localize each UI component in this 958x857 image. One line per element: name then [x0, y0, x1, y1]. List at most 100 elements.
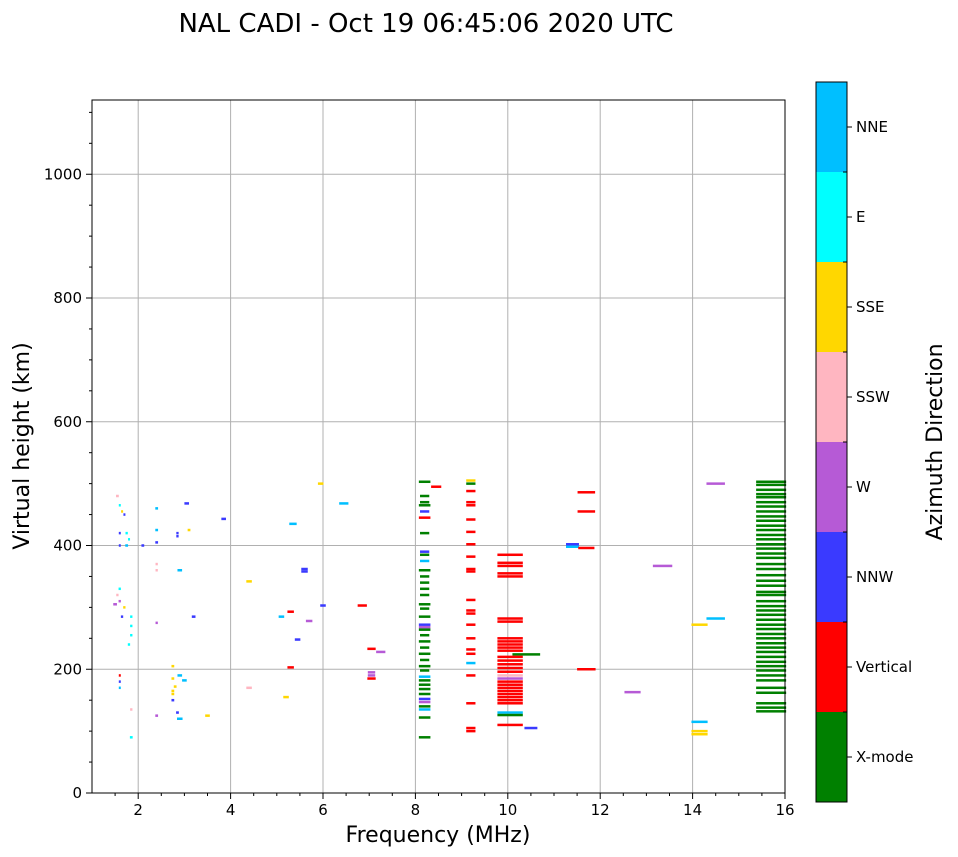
data-point — [116, 494, 119, 498]
data-point — [466, 489, 476, 493]
data-point — [624, 690, 641, 694]
data-point — [127, 643, 131, 646]
data-point — [305, 619, 313, 623]
data-point — [756, 543, 787, 546]
data-point — [756, 669, 787, 672]
plot-background — [92, 100, 785, 793]
data-point — [756, 533, 787, 537]
data-point — [756, 562, 787, 566]
y-tick-label: 0 — [72, 784, 82, 802]
data-point — [129, 736, 133, 739]
data-point — [191, 615, 196, 618]
data-point — [756, 655, 787, 659]
data-point — [466, 570, 476, 573]
data-point — [123, 606, 126, 609]
data-point — [171, 689, 175, 693]
data-point — [420, 593, 430, 597]
colorbar-segment — [816, 352, 847, 442]
data-point — [756, 706, 787, 709]
data-point — [566, 545, 579, 548]
data-point — [466, 612, 476, 615]
y-tick-label: 200 — [53, 660, 82, 678]
data-point — [466, 504, 476, 507]
data-point — [756, 637, 787, 640]
data-point — [177, 674, 183, 677]
data-point — [497, 723, 523, 727]
colorbar-segment — [816, 442, 847, 532]
y-tick-label: 1000 — [44, 165, 82, 183]
data-point — [123, 513, 126, 516]
data-point — [497, 680, 523, 683]
data-point — [420, 658, 430, 662]
data-point — [177, 569, 183, 572]
data-point — [420, 587, 430, 591]
data-point — [420, 646, 430, 649]
data-point — [367, 677, 376, 680]
data-point — [497, 711, 523, 714]
data-point — [756, 650, 787, 654]
data-point — [113, 603, 117, 606]
data-point — [301, 567, 308, 571]
data-point — [756, 623, 787, 626]
data-point — [125, 544, 129, 547]
data-point — [418, 640, 431, 643]
data-point — [756, 613, 787, 617]
data-point — [118, 544, 121, 547]
data-point — [756, 519, 787, 522]
azimuth-colorbar: X-mode Vertical NNW W SSW SSE E NNE — [815, 81, 913, 803]
data-point — [418, 708, 431, 711]
data-point — [466, 652, 476, 656]
data-point — [420, 500, 430, 504]
data-point — [418, 623, 431, 626]
data-point — [289, 522, 297, 526]
y-axis-label: Virtual height (km) — [10, 342, 35, 549]
data-point — [497, 564, 523, 568]
data-point — [376, 650, 386, 654]
data-point — [130, 624, 133, 628]
colorbar-category-label: W — [856, 478, 871, 496]
data-point — [339, 502, 349, 505]
data-point — [756, 627, 787, 631]
data-point — [466, 726, 476, 730]
data-point — [431, 485, 442, 488]
chart-title: NAL CADI - Oct 19 06:45:06 2020 UTC — [178, 9, 673, 39]
data-point — [418, 675, 431, 678]
data-point — [155, 562, 158, 566]
x-tick-label: 16 — [775, 801, 794, 819]
data-point — [118, 674, 121, 677]
data-point — [420, 633, 430, 637]
data-point — [418, 516, 431, 519]
data-point — [756, 495, 787, 499]
colorbar-segment — [816, 82, 847, 172]
data-point — [187, 528, 191, 532]
data-point — [418, 705, 431, 708]
data-point — [418, 603, 431, 606]
data-point — [756, 515, 787, 518]
data-point — [691, 732, 708, 736]
colorbar-category-label: SSE — [856, 298, 885, 316]
data-point — [418, 652, 431, 656]
data-point — [466, 479, 476, 482]
data-point — [756, 567, 787, 571]
data-point — [652, 564, 673, 568]
data-point — [171, 692, 175, 696]
data-point — [418, 716, 431, 719]
data-point — [367, 647, 376, 651]
data-point — [497, 663, 523, 666]
data-point — [171, 698, 175, 702]
data-point — [756, 500, 787, 504]
data-point — [756, 573, 787, 577]
data-point — [418, 615, 431, 618]
data-point — [420, 494, 430, 498]
data-point — [246, 580, 252, 583]
data-point — [756, 538, 787, 541]
data-point — [466, 500, 476, 504]
data-point — [466, 518, 476, 521]
data-point — [497, 702, 523, 705]
data-point — [466, 729, 476, 733]
y-tick-label: 400 — [53, 537, 82, 555]
data-point — [420, 559, 430, 563]
data-point — [497, 637, 523, 640]
data-point — [756, 604, 787, 608]
data-point — [691, 720, 708, 724]
